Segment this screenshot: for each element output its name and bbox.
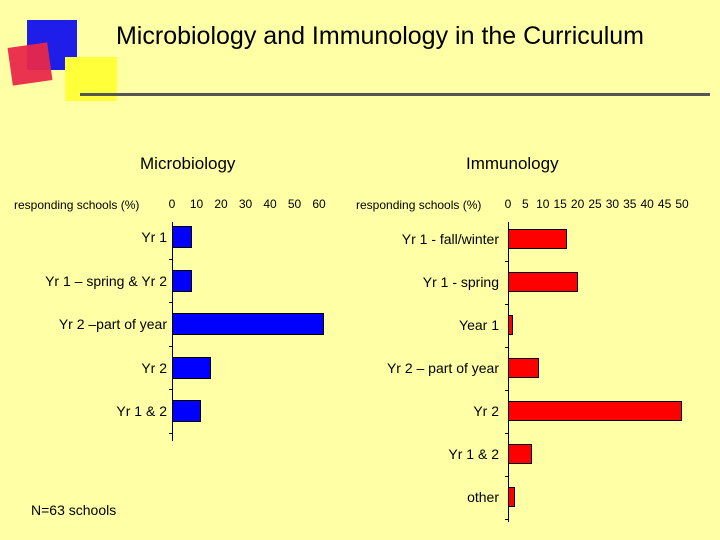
immunology-y-tick: [505, 346, 509, 348]
microbiology-x-tick-label: 50: [287, 197, 302, 211]
immunology-x-tick-label: 40: [640, 197, 654, 211]
immunology-y-tick: [505, 260, 509, 262]
immunology-x-tick-label: 15: [553, 197, 567, 211]
immunology-x-tick-label: 35: [623, 197, 637, 211]
slide-title: Microbiology and Immunology in the Curri…: [115, 22, 644, 50]
immunology-x-tick-label: 30: [605, 197, 620, 211]
immunology-y-tick: [505, 475, 509, 477]
microbiology-x-tick-label: 60: [312, 197, 326, 211]
sample-size-note: N=63 schools: [31, 502, 117, 518]
microbiology-bar: [172, 313, 324, 335]
immunology-x-tick-label: 25: [588, 197, 602, 211]
microbiology-y-tick: [169, 258, 173, 260]
immunology-category-label: Yr 1 & 2: [448, 446, 499, 462]
microbiology-x-tick-label: 40: [263, 197, 277, 211]
microbiology-x-tick-label: 20: [214, 197, 228, 211]
immunology-x-tick-label: 10: [536, 197, 550, 211]
immunology-category-label: other: [467, 489, 499, 505]
immunology-bar: [508, 358, 540, 378]
immunology-category-label: Yr 2: [473, 403, 499, 419]
microbiology-category-label: Yr 1 – spring & Yr 2: [45, 272, 167, 289]
immunology-chart-title: Immunology: [466, 154, 559, 173]
immunology-bar: [508, 401, 682, 421]
decorative-red-square: [7, 42, 53, 86]
microbiology-category-label: Yr 1 & 2: [116, 403, 167, 419]
immunology-bar: [508, 315, 514, 335]
immunology-x-tick-label: 5: [522, 197, 529, 211]
title-rule: [80, 93, 710, 96]
microbiology-y-tick: [169, 432, 173, 434]
immunology-x-tick-label: 0: [504, 197, 512, 211]
immunology-x-axis-label: responding schools (%): [356, 198, 482, 212]
microbiology-x-tick-label: 0: [168, 197, 176, 211]
immunology-category-label: Yr 1 - fall/winter: [401, 231, 499, 247]
microbiology-bar: [172, 400, 202, 422]
immunology-x-tick-label: 50: [675, 197, 689, 211]
immunology-y-tick: [505, 432, 509, 434]
microbiology-bar: [172, 356, 212, 379]
microbiology-y-tick: [169, 389, 173, 391]
immunology-bar: [508, 444, 533, 464]
immunology-y-tick: [505, 389, 509, 391]
immunology-y-tick: [505, 518, 509, 520]
microbiology-bar: [172, 269, 192, 292]
immunology-y-tick: [505, 303, 509, 305]
immunology-bar: [508, 272, 578, 292]
microbiology-chart-title: Microbiology: [140, 154, 236, 173]
immunology-bar: [508, 487, 515, 507]
microbiology-bar: [172, 226, 192, 248]
microbiology-y-tick: [169, 345, 173, 347]
immunology-x-tick-label: 20: [570, 197, 585, 211]
microbiology-x-axis-label: responding schools (%): [14, 198, 140, 212]
immunology-category-label: Yr 1 - spring: [422, 274, 499, 290]
immunology-category-label: Year 1: [459, 317, 499, 333]
immunology-bar: [508, 229, 568, 249]
microbiology-x-tick-label: 30: [238, 197, 253, 211]
microbiology-y-tick: [169, 302, 173, 304]
microbiology-category-label: Yr 1: [141, 229, 167, 245]
microbiology-x-tick-label: 10: [189, 197, 204, 211]
microbiology-category-label: Yr 2 –part of year: [58, 316, 167, 332]
immunology-x-tick-label: 45: [657, 197, 672, 211]
microbiology-category-label: Yr 2: [141, 359, 167, 376]
immunology-category-label: Yr 2 – part of year: [386, 360, 499, 376]
